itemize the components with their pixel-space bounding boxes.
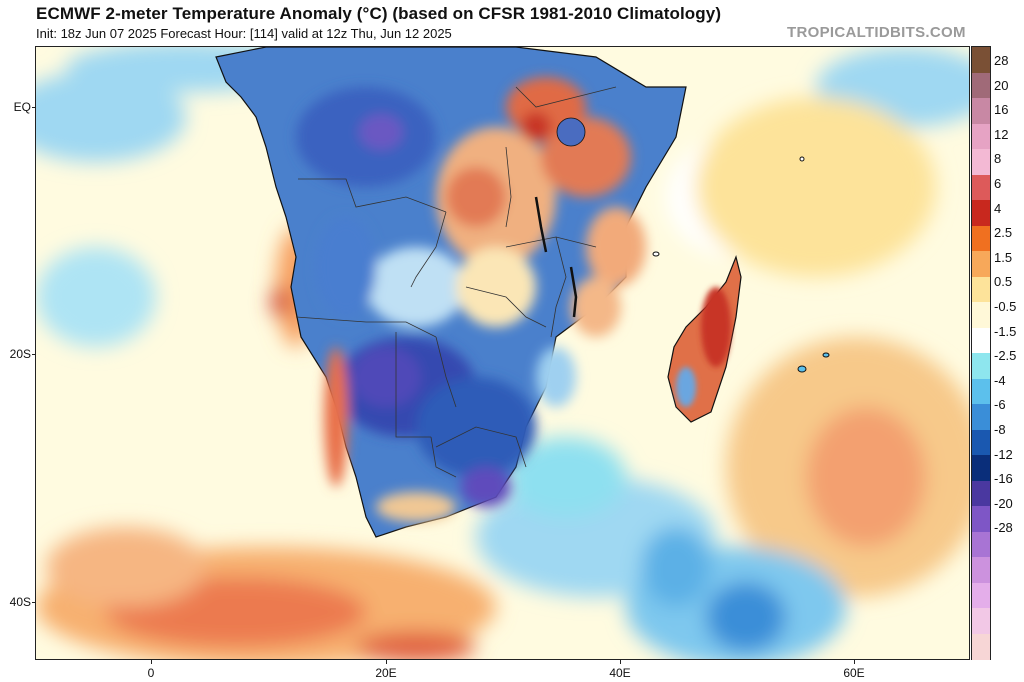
- colorbar-segment: [972, 98, 990, 124]
- colorbar-label: 8: [994, 151, 1002, 167]
- colorbar-segment: [972, 225, 990, 252]
- colorbar-segment: [972, 251, 990, 277]
- lat-label-40s: 40S: [9, 595, 31, 609]
- colorbar-label: 4: [994, 200, 1002, 216]
- colorbar-segment: [972, 123, 990, 150]
- colorbar-segment: [972, 302, 990, 328]
- colorbar-label: 20: [994, 77, 1009, 93]
- lat-label-20s: 20S: [9, 347, 31, 361]
- colorbar-label: -0.5: [994, 299, 1017, 314]
- colorbar-segment: [972, 276, 990, 303]
- colorbar-segment: [972, 582, 990, 609]
- colorbar-label: -8: [994, 422, 1006, 437]
- colorbar-segment: [972, 378, 990, 405]
- anomaly-map: [35, 46, 970, 660]
- colorbar-segment: [972, 455, 990, 481]
- colorbar-segment: [972, 633, 990, 660]
- colorbar-segment: [972, 404, 990, 430]
- colorbar-segment: [972, 174, 990, 201]
- colorbar-segment: [972, 353, 990, 379]
- colorbar-label: 12: [994, 126, 1009, 142]
- country-borders: [295, 86, 617, 478]
- lon-label-40e: 40E: [609, 666, 631, 680]
- colorbar-segment: [972, 327, 990, 354]
- ocean-anomaly-fields: [36, 47, 969, 659]
- colorbar-label: -28: [994, 520, 1013, 536]
- colorbar-segment: [972, 480, 990, 507]
- colorbar-label: 0.5: [994, 274, 1013, 290]
- brand-watermark: TROPICALTIDBITS.COM: [787, 24, 966, 41]
- colorbar: [971, 46, 991, 660]
- colorbar-segment: [972, 200, 990, 226]
- colorbar-segment: [972, 557, 990, 583]
- lat-label-eq: EQ: [13, 100, 31, 114]
- lake-victoria: [556, 117, 586, 147]
- comoros: [652, 251, 660, 257]
- reunion: [822, 352, 830, 358]
- forecast-info: Init: 18z Jun 07 2025 Forecast Hour: [11…: [36, 26, 452, 41]
- colorbar-label: -1.5: [994, 323, 1017, 339]
- lon-label-20e: 20E: [375, 666, 397, 680]
- colorbar-label: -4: [994, 372, 1006, 388]
- mauritius: [797, 365, 807, 373]
- lon-tick: [854, 660, 855, 664]
- colorbar-label: -12: [994, 446, 1013, 462]
- colorbar-label: 28: [994, 53, 1009, 68]
- colorbar-segment: [972, 47, 990, 73]
- colorbar-label: 16: [994, 102, 1009, 118]
- colorbar-segment: [972, 531, 990, 558]
- lake-tanganyika: [534, 196, 548, 253]
- lat-tick: [32, 107, 36, 108]
- colorbar-segment: [972, 149, 990, 175]
- colorbar-segment: [972, 506, 990, 532]
- lon-label-60e: 60E: [843, 666, 865, 680]
- colorbar-label: -2.5: [994, 348, 1017, 364]
- colorbar-label: 6: [994, 176, 1002, 191]
- colorbar-segment: [972, 608, 990, 634]
- seychelles: [799, 156, 805, 162]
- colorbar-label: -6: [994, 397, 1006, 413]
- colorbar-label: 1.5: [994, 249, 1013, 265]
- lat-tick: [32, 354, 36, 355]
- lon-tick: [386, 660, 387, 664]
- lon-label-0: 0: [147, 666, 155, 680]
- chart-title: ECMWF 2-meter Temperature Anomaly (°C) (…: [36, 4, 722, 23]
- lon-tick: [620, 660, 621, 664]
- lon-tick: [151, 660, 152, 664]
- colorbar-label: 2.5: [994, 225, 1013, 241]
- lat-tick: [32, 602, 36, 603]
- colorbar-segment: [972, 429, 990, 456]
- colorbar-label: -20: [994, 495, 1013, 511]
- colorbar-label: -16: [994, 471, 1013, 487]
- lake-malawi: [569, 266, 578, 318]
- colorbar-segment: [972, 72, 990, 99]
